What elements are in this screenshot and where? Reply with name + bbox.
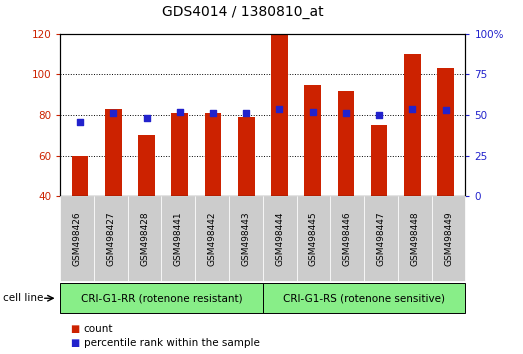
Text: GSM498447: GSM498447 <box>377 212 385 266</box>
Bar <box>271 34 288 196</box>
Point <box>441 107 450 113</box>
Text: ■: ■ <box>71 338 80 348</box>
Text: GSM498427: GSM498427 <box>106 212 115 266</box>
Text: ■: ■ <box>71 324 80 334</box>
Point <box>76 119 84 124</box>
Text: GDS4014 / 1380810_at: GDS4014 / 1380810_at <box>162 5 323 19</box>
Bar <box>105 109 122 196</box>
Text: GSM498446: GSM498446 <box>343 212 352 266</box>
Text: CRI-G1-RR (rotenone resistant): CRI-G1-RR (rotenone resistant) <box>81 293 242 303</box>
Text: percentile rank within the sample: percentile rank within the sample <box>84 338 259 348</box>
Text: GSM498441: GSM498441 <box>174 212 183 266</box>
Bar <box>437 68 454 196</box>
Bar <box>238 117 255 196</box>
Text: GSM498426: GSM498426 <box>73 212 82 266</box>
Bar <box>172 113 188 196</box>
Text: GSM498444: GSM498444 <box>275 212 284 266</box>
Text: GSM498448: GSM498448 <box>411 212 419 266</box>
Point <box>176 109 184 115</box>
Bar <box>138 135 155 196</box>
Point <box>375 112 383 118</box>
Text: count: count <box>84 324 113 334</box>
Point <box>342 110 350 116</box>
Point <box>142 115 151 121</box>
Text: GSM498428: GSM498428 <box>140 212 149 266</box>
Text: GSM498445: GSM498445 <box>309 212 318 266</box>
Text: GSM498442: GSM498442 <box>208 212 217 266</box>
Bar <box>204 113 221 196</box>
Bar <box>404 54 420 196</box>
Text: GSM498443: GSM498443 <box>242 212 251 266</box>
Point <box>242 110 251 116</box>
Point <box>109 110 118 116</box>
Point <box>309 109 317 115</box>
Point <box>275 106 283 112</box>
Text: GSM498449: GSM498449 <box>444 212 453 266</box>
Point <box>408 106 416 112</box>
Bar <box>304 85 321 196</box>
Point <box>209 110 217 116</box>
Text: cell line: cell line <box>3 293 43 303</box>
Bar <box>72 156 88 196</box>
Bar <box>337 91 354 196</box>
Bar <box>371 125 388 196</box>
Text: CRI-G1-RS (rotenone sensitive): CRI-G1-RS (rotenone sensitive) <box>283 293 445 303</box>
